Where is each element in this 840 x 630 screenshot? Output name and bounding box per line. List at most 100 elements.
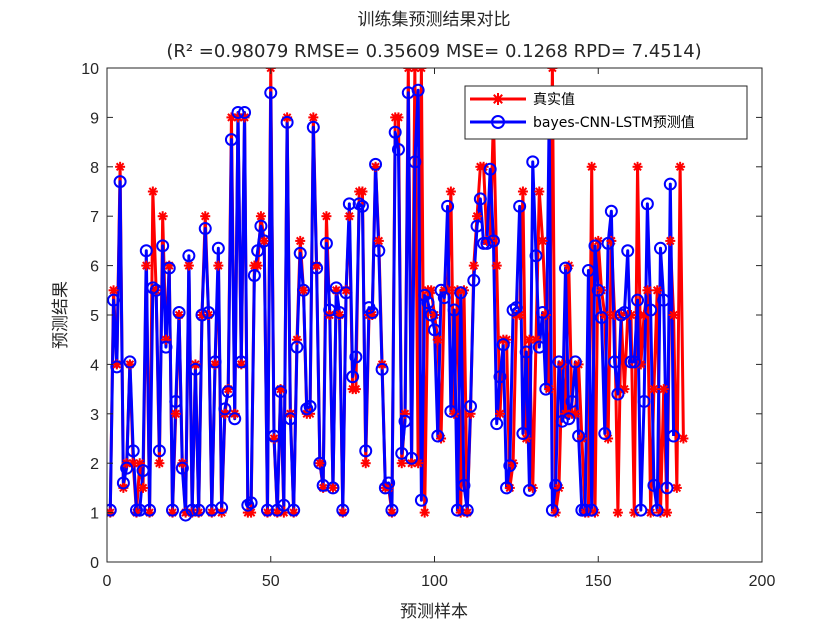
data-point-pred bbox=[333, 306, 347, 320]
x-axis-label: 预测样本 bbox=[400, 602, 468, 622]
data-point-pred bbox=[382, 476, 396, 490]
data-point-pred bbox=[539, 382, 553, 396]
data-point-pred bbox=[166, 503, 179, 517]
data-point-pred bbox=[647, 478, 661, 492]
data-point-pred bbox=[152, 444, 166, 458]
legend-label-true: 真实值 bbox=[533, 92, 575, 108]
legend: 真实值 bayes-CNN-LSTM预测值 bbox=[464, 85, 748, 140]
x-tick-label: 150 bbox=[585, 573, 612, 590]
data-point-pred bbox=[555, 414, 569, 428]
data-point-pred bbox=[359, 444, 373, 458]
data-point-pred bbox=[133, 503, 147, 517]
legend-marker-pred bbox=[491, 115, 505, 129]
data-point-pred bbox=[369, 157, 383, 171]
data-point-pred bbox=[480, 236, 494, 250]
data-point-pred bbox=[349, 350, 363, 364]
data-point-pred bbox=[188, 362, 202, 376]
data-point-true bbox=[652, 285, 663, 296]
data-point-true bbox=[635, 359, 646, 370]
data-point-pred bbox=[185, 503, 199, 517]
data-point-pred bbox=[611, 387, 625, 401]
data-point-true bbox=[396, 458, 407, 469]
data-point-pred bbox=[464, 399, 478, 413]
data-point-pred bbox=[552, 355, 566, 369]
legend-label-pred: bayes-CNN-LSTM预测值 bbox=[533, 115, 695, 131]
data-point-pred bbox=[644, 303, 658, 317]
data-point-pred bbox=[123, 355, 137, 369]
data-point-pred bbox=[418, 288, 432, 302]
data-point-pred bbox=[585, 503, 599, 517]
data-point-pred bbox=[211, 241, 225, 255]
y-tick-label: 3 bbox=[90, 407, 99, 424]
data-point-true bbox=[491, 260, 502, 271]
data-point-pred bbox=[411, 83, 425, 97]
data-point-true bbox=[419, 507, 430, 518]
y-tick-label: 5 bbox=[90, 308, 99, 325]
data-point-pred bbox=[428, 323, 441, 337]
data-point-pred bbox=[545, 503, 559, 517]
data-point-pred bbox=[627, 355, 641, 369]
data-point-true bbox=[360, 458, 371, 469]
data-point-true bbox=[327, 482, 338, 493]
data-point-pred bbox=[663, 177, 677, 191]
data-point-pred bbox=[162, 261, 176, 275]
data-point-pred bbox=[457, 478, 471, 492]
data-point-true bbox=[344, 211, 355, 222]
data-point-pred bbox=[303, 399, 317, 413]
data-point-true bbox=[255, 211, 266, 222]
data-point-pred bbox=[447, 303, 461, 317]
data-point-pred bbox=[595, 310, 609, 324]
data-point-pred bbox=[241, 498, 255, 512]
data-point-pred bbox=[113, 175, 127, 189]
data-point-pred bbox=[172, 306, 186, 320]
data-point-pred bbox=[182, 249, 196, 263]
data-point-true bbox=[665, 235, 676, 246]
data-point-true bbox=[629, 507, 640, 518]
data-point-pred bbox=[146, 281, 160, 295]
data-point-true bbox=[200, 211, 211, 222]
data-point-true bbox=[675, 161, 686, 172]
data-point-pred bbox=[143, 503, 157, 517]
data-point-true bbox=[308, 112, 319, 123]
data-point-pred bbox=[473, 192, 487, 206]
data-point-pred bbox=[470, 219, 484, 233]
data-point-true bbox=[393, 112, 404, 123]
data-point-pred bbox=[454, 286, 468, 300]
y-tick-label: 8 bbox=[90, 160, 99, 177]
series-layer bbox=[107, 68, 689, 522]
data-point-pred bbox=[568, 355, 582, 369]
data-point-pred bbox=[234, 355, 248, 369]
data-point-pred bbox=[503, 459, 517, 473]
data-point-pred bbox=[441, 199, 455, 213]
data-point-pred bbox=[437, 291, 451, 305]
data-point-pred bbox=[405, 451, 419, 465]
legend-box bbox=[464, 85, 748, 140]
data-point-pred bbox=[221, 385, 235, 399]
data-point-true bbox=[403, 68, 414, 73]
data-point-pred bbox=[195, 308, 209, 322]
data-point-true bbox=[141, 260, 152, 271]
data-point-pred bbox=[519, 345, 533, 359]
data-point-pred bbox=[149, 283, 163, 297]
data-point-pred bbox=[352, 197, 366, 211]
data-point-true bbox=[537, 235, 548, 246]
data-point-pred bbox=[208, 355, 222, 369]
data-point-true bbox=[495, 408, 505, 419]
data-point-true bbox=[468, 260, 479, 271]
data-point-true bbox=[472, 211, 483, 222]
x-tick-label: 200 bbox=[749, 573, 776, 590]
data-point-pred bbox=[126, 444, 140, 458]
data-point-pred bbox=[513, 199, 527, 213]
data-point-true bbox=[314, 458, 325, 469]
data-point-pred bbox=[581, 264, 595, 278]
data-point-pred bbox=[640, 197, 654, 211]
data-point-pred bbox=[444, 404, 458, 418]
y-tick-label: 7 bbox=[90, 209, 99, 226]
data-point-true bbox=[612, 507, 623, 518]
data-point-pred bbox=[493, 370, 507, 384]
data-point-pred bbox=[598, 427, 612, 441]
data-point-pred bbox=[467, 273, 481, 287]
data-point-pred bbox=[562, 412, 576, 426]
data-point-true bbox=[350, 384, 361, 395]
